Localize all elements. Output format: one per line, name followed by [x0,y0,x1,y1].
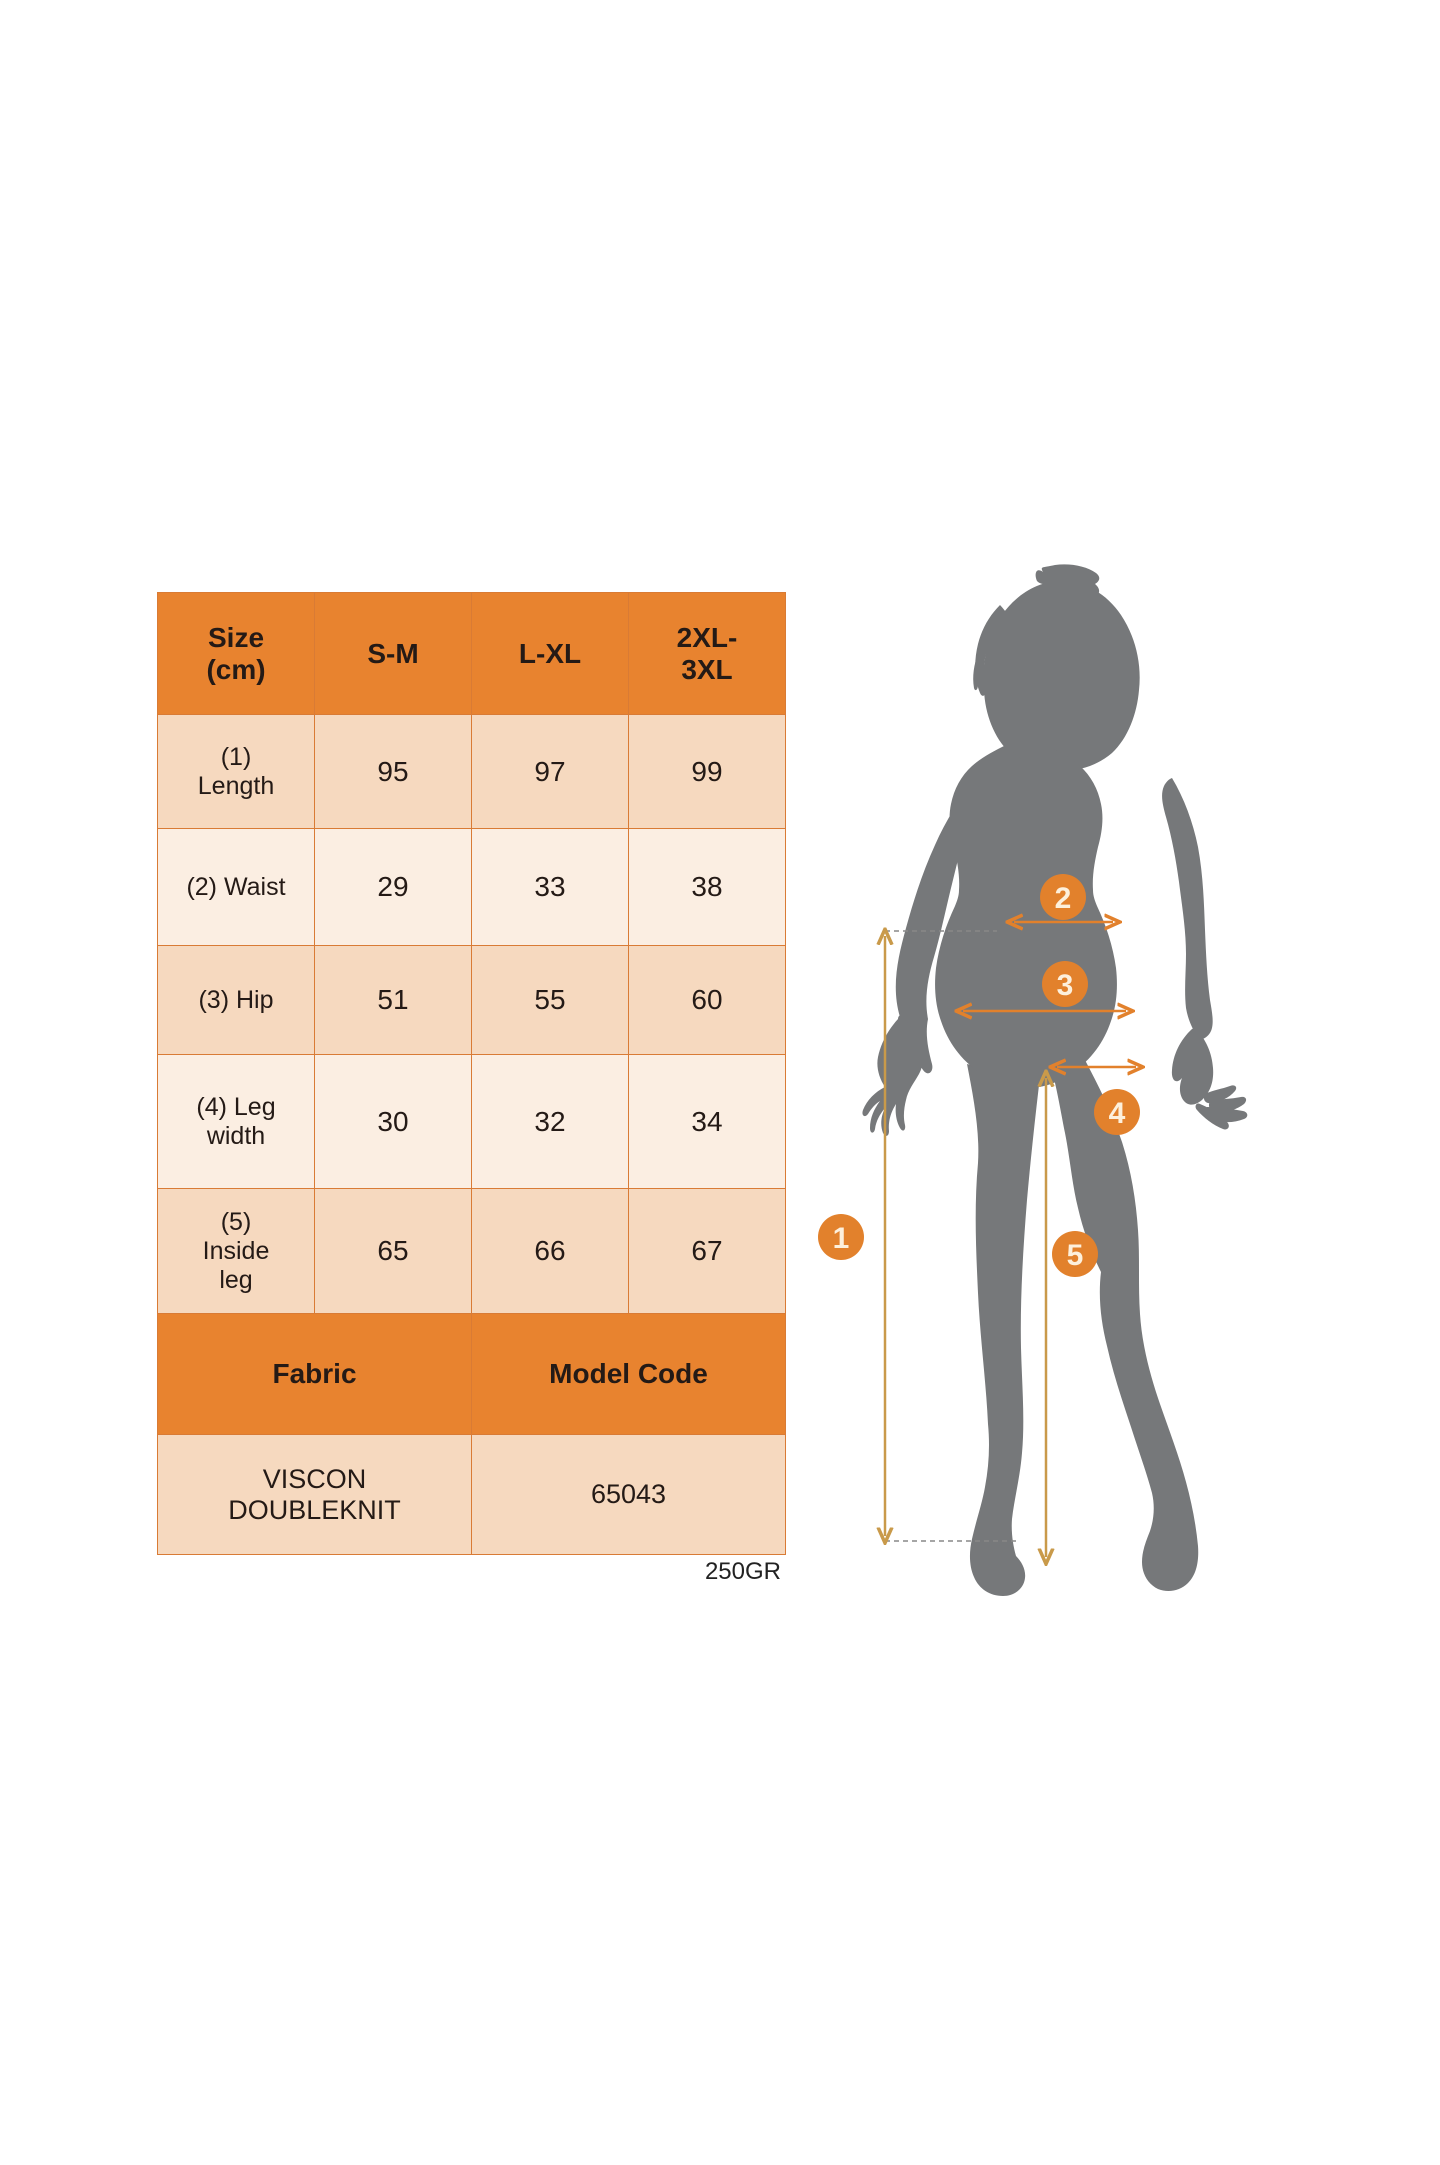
svg-text:3: 3 [1057,969,1074,1002]
svg-text:2: 2 [1055,882,1072,915]
svg-text:1: 1 [833,1222,850,1255]
svg-text:5: 5 [1067,1239,1084,1272]
svg-text:4: 4 [1109,1097,1126,1130]
